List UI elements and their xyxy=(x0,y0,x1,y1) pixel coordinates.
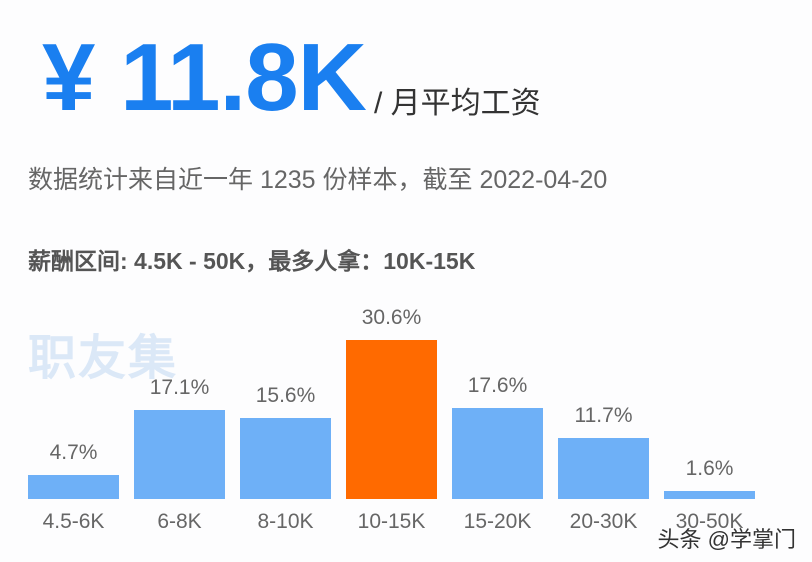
category-label: 4.5-6K xyxy=(42,510,105,533)
bar-value-label: 30.6% xyxy=(361,306,422,329)
bar-value-label: 1.6% xyxy=(685,457,734,480)
watermark-logo: 职友集 xyxy=(28,332,179,385)
category-label: 15-20K xyxy=(463,510,532,533)
bar-4.5-6K xyxy=(28,475,119,499)
bar-6-8K xyxy=(134,410,225,499)
average-salary-unit: / 月平均工资 xyxy=(373,87,541,120)
category-label: 20-30K xyxy=(569,510,638,533)
bar-20-30K xyxy=(558,438,649,499)
bar-10-15K xyxy=(346,340,437,499)
average-salary-value: ¥ 11.8K xyxy=(42,24,367,131)
bar-8-10K xyxy=(240,418,331,499)
bar-value-label: 4.7% xyxy=(49,441,98,464)
salary-range: 薪酬区间: 4.5K - 50K，最多人拿：10K-15K xyxy=(28,248,476,274)
category-label: 8-10K xyxy=(257,510,314,533)
bar-value-label: 15.6% xyxy=(255,384,316,407)
sample-info: 数据统计来自近一年 1235 份样本，截至 2022-04-20 xyxy=(28,166,608,194)
source-credit: 头条 @学掌门 xyxy=(657,527,796,552)
category-label: 10-15K xyxy=(357,510,426,533)
bar-value-label: 11.7% xyxy=(574,404,633,427)
bar-30-50K xyxy=(664,491,755,499)
bar-value-label: 17.6% xyxy=(467,374,528,397)
bar-value-label: 17.1% xyxy=(149,376,210,399)
bar-15-20K xyxy=(452,408,543,499)
average-salary-hero: ¥ 11.8K / 月平均工资 xyxy=(42,30,541,126)
category-label: 30-50K xyxy=(675,510,744,533)
category-label: 6-8K xyxy=(157,510,202,533)
